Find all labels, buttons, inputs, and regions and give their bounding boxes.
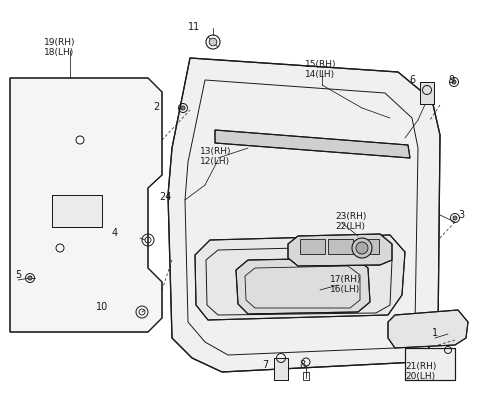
Text: 22(LH): 22(LH) [335,222,365,231]
Text: 20(LH): 20(LH) [405,372,435,381]
Text: 3: 3 [458,210,464,220]
Text: 17(RH): 17(RH) [330,275,361,284]
Text: 1: 1 [432,328,438,338]
Text: 19(RH): 19(RH) [44,38,75,47]
Text: 18(LH): 18(LH) [44,48,74,57]
Bar [52,195,102,227]
Text: 10: 10 [96,302,108,312]
Polygon shape [195,235,405,320]
Bar [405,348,455,380]
Bar [274,358,288,380]
Text: 12(LH): 12(LH) [200,157,230,166]
Text: 16(LH): 16(LH) [330,285,360,294]
Bar [52,195,102,227]
Polygon shape [168,58,440,372]
Bar [357,239,379,254]
Text: 2: 2 [154,102,160,112]
Bar [303,372,309,380]
Circle shape [181,106,185,110]
Bar [274,358,288,380]
Text: 23(RH): 23(RH) [335,212,366,221]
Circle shape [352,238,372,258]
Text: 4: 4 [112,228,118,238]
Bar [405,348,455,380]
Bar [420,82,434,104]
Polygon shape [388,310,468,348]
Text: 6: 6 [409,75,415,85]
Polygon shape [10,78,162,332]
Bar [420,82,434,104]
Polygon shape [215,130,410,158]
Circle shape [452,80,456,84]
Text: 11: 11 [188,22,200,32]
Circle shape [28,276,32,280]
Bar [328,239,353,254]
Text: 5: 5 [15,270,21,280]
Text: 24: 24 [160,192,172,202]
Polygon shape [236,258,370,314]
Circle shape [209,38,217,46]
Circle shape [453,216,457,220]
Text: 14(LH): 14(LH) [305,70,335,79]
Text: 7: 7 [262,360,268,370]
Text: 8: 8 [299,360,305,370]
Bar [300,239,325,254]
Polygon shape [288,234,392,266]
Text: 13(RH): 13(RH) [200,147,231,156]
Text: 21(RH): 21(RH) [405,362,436,371]
Text: 15(RH): 15(RH) [305,60,336,69]
Circle shape [356,242,368,254]
Text: 9: 9 [448,75,454,85]
